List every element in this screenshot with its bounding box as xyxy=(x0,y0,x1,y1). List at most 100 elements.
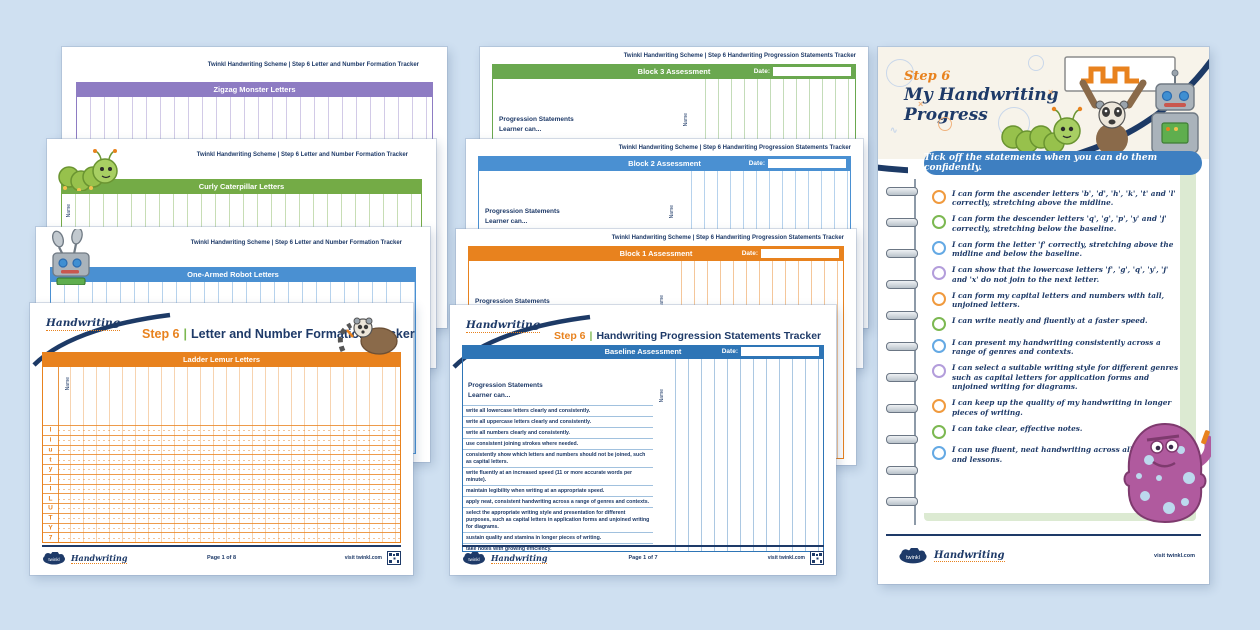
scheme-header: Twinkl Handwriting Scheme | Step 6 Handw… xyxy=(623,53,856,59)
letter-row: I xyxy=(43,483,400,494)
tick-circle xyxy=(932,190,946,204)
title-divider: | xyxy=(589,330,593,342)
progression-labels: Progression Statements Learner can... xyxy=(499,116,574,133)
spiral-coil xyxy=(886,404,918,413)
letter-label: t xyxy=(49,456,52,464)
mascots-illustration xyxy=(1001,56,1199,153)
instruction-banner: Tick off the statements when you can do … xyxy=(924,151,1202,175)
step-label: Step 6 xyxy=(904,69,951,84)
dotted-guideline xyxy=(58,527,400,529)
page-number: Page 1 of 8 xyxy=(206,555,237,561)
dotted-guideline xyxy=(58,459,400,461)
title-divider: | xyxy=(183,327,188,341)
name-column-label: Name xyxy=(659,388,665,402)
date-field: Date: xyxy=(754,67,851,76)
checklist-item: I can present my handwriting consistentl… xyxy=(932,338,1180,357)
checklist-text: I can write neatly and fluently at a fas… xyxy=(952,316,1148,326)
monster-character xyxy=(1123,422,1211,524)
dotted-guideline xyxy=(58,430,400,432)
statement-row: take notes with growing efficiency. xyxy=(463,543,653,551)
page-progression-tracker-front[interactable]: Handwriting Step 6 | Handwriting Progres… xyxy=(450,305,836,575)
section-bar: Zigzag Monster Letters xyxy=(76,82,433,97)
page-footer: twinkl Handwriting Page 1 of 7 visit twi… xyxy=(462,545,824,569)
page-my-handwriting-progress[interactable]: × × ∿ ? Step 6 My Handwriting Progress xyxy=(878,47,1211,584)
checklist-text: I can keep up the quality of my handwrit… xyxy=(952,398,1172,417)
site-link[interactable]: visit twinkl.com xyxy=(344,555,382,561)
section-bar: Ladder Lemur Letters xyxy=(42,352,401,366)
spiral-coil xyxy=(886,187,918,196)
dotted-guideline xyxy=(58,469,400,471)
tick-circle xyxy=(932,240,946,255)
spiral-binding-rule xyxy=(914,179,916,525)
spiral-coil xyxy=(886,342,918,351)
letter-label: u xyxy=(48,446,53,454)
checklist-item: I can form the ascender letters 'b', 'd'… xyxy=(932,189,1180,208)
section-bar: One-Armed Robot Letters xyxy=(50,267,416,282)
grid-header: Progression Statements Learner can... Na… xyxy=(463,359,823,405)
checklist-text: I can form my capital letters and number… xyxy=(952,290,1165,310)
section-bar: Block 3 Assessment Date: xyxy=(492,64,856,79)
letter-label: Y xyxy=(48,524,53,532)
letter-label: j xyxy=(49,475,52,483)
tick-circle xyxy=(932,338,946,353)
twinkl-logo: twinkl xyxy=(899,548,927,564)
spiral-coil xyxy=(886,497,918,506)
section-bar-label: Baseline Assessment xyxy=(604,347,682,356)
checklist-item: I can keep up the quality of my handwrit… xyxy=(932,398,1180,417)
checklist-text: I can use fluent, neat handwriting acros… xyxy=(952,445,1169,464)
robot-character xyxy=(51,229,90,285)
statement-row: select the appropriate writing style and… xyxy=(463,507,653,532)
dotted-guideline xyxy=(58,518,400,520)
twinkl-logo: twinkl xyxy=(43,551,65,564)
tick-circle xyxy=(932,317,946,332)
date-input-box xyxy=(741,347,819,356)
letter-label: U xyxy=(48,504,53,512)
lemur-character xyxy=(337,317,398,355)
brand-wordmark: Handwriting xyxy=(934,550,1005,562)
section-bar-label: Curly Caterpillar Letters xyxy=(198,182,285,191)
date-field: Date: xyxy=(722,347,819,356)
name-row: Name xyxy=(43,367,400,425)
checklist: I can form the ascender letters 'b', 'd'… xyxy=(932,189,1180,464)
step-label: Step 6 xyxy=(554,330,586,342)
doodle xyxy=(938,117,952,131)
spiral-coil xyxy=(886,218,918,227)
site-link[interactable]: visit twinkl.com xyxy=(767,555,805,561)
section-bar-label: Ladder Lemur Letters xyxy=(182,354,261,364)
letter-label: i xyxy=(49,436,52,444)
checklist-text: I can form the ascender letters 'b', 'd'… xyxy=(952,189,1176,208)
dotted-guideline xyxy=(58,479,400,481)
letter-row: Y xyxy=(43,522,400,533)
statement-rows: write all lowercase letters clearly and … xyxy=(463,405,823,551)
statement-row: write all lowercase letters clearly and … xyxy=(463,405,653,416)
letter-row: T xyxy=(43,512,400,523)
twinkl-logo: twinkl xyxy=(463,551,485,564)
doodle xyxy=(1028,55,1044,71)
statements-grid: Progression Statements Learner can... Na… xyxy=(462,358,824,552)
checklist-item: I can form the letter 'f' correctly, str… xyxy=(932,240,1180,259)
scheme-header: Twinkl Handwriting Scheme | Step 6 Lette… xyxy=(190,240,402,246)
tick-circle xyxy=(932,266,946,281)
statement-row: write all uppercase letters clearly and … xyxy=(463,416,653,427)
section-bar-label: Block 1 Assessment xyxy=(619,249,693,258)
date-field: Date: xyxy=(742,249,839,258)
name-column-label: Name xyxy=(65,377,71,391)
letter-label: l xyxy=(49,426,52,434)
checklist-item: I can use fluent, neat handwriting acros… xyxy=(932,445,1180,464)
dotted-guideline xyxy=(58,440,400,442)
name-column-label: Name xyxy=(683,113,689,127)
dotted-guideline xyxy=(58,488,400,490)
scheme-header: Twinkl Handwriting Scheme | Step 6 Lette… xyxy=(196,152,408,158)
letter-row: y xyxy=(43,464,400,474)
spiral-coil xyxy=(886,280,918,289)
page-formation-tracker-front[interactable]: Handwriting Step 6 | Letter and Number F… xyxy=(30,303,415,575)
site-link[interactable]: visit twinkl.com xyxy=(1154,553,1195,559)
page-footer: twinkl Handwriting visit twinkl.com xyxy=(898,544,1195,568)
doodle: ∿ xyxy=(890,125,898,135)
checklist-text: I can present my handwriting consistentl… xyxy=(952,337,1161,357)
qr-code xyxy=(387,551,401,565)
letter-row: u xyxy=(43,444,400,455)
letter-row: j xyxy=(43,473,400,484)
spiral-coil xyxy=(886,311,918,320)
letter-label: I xyxy=(49,485,52,493)
